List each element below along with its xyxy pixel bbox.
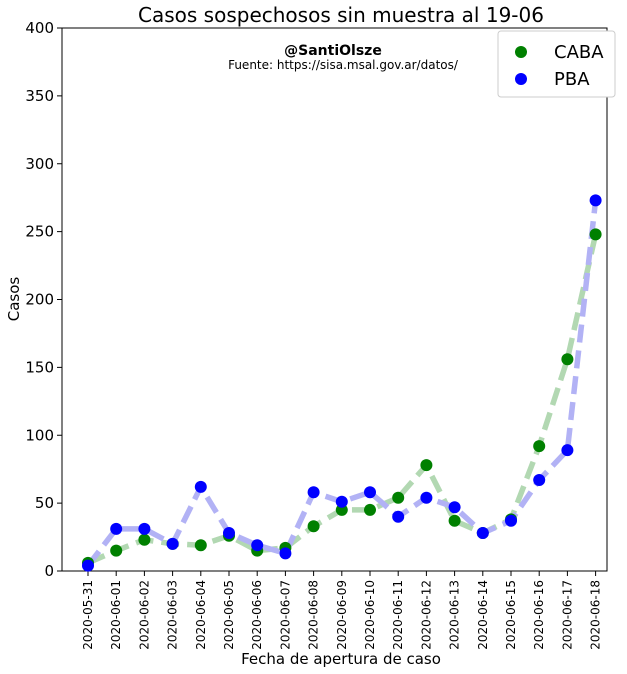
data-point-pba — [251, 539, 264, 552]
data-point-caba — [138, 533, 151, 546]
data-point-pba — [589, 194, 602, 207]
x-tick-label: 2020-06-18 — [589, 580, 603, 650]
legend-label-pba: PBA — [554, 69, 590, 90]
series-layer — [82, 194, 602, 572]
data-point-pba — [364, 486, 376, 499]
data-point-caba — [194, 539, 207, 552]
x-tick-label: 2020-06-16 — [532, 580, 546, 650]
data-point-caba — [307, 520, 320, 533]
x-tick-label: 2020-06-13 — [448, 580, 462, 650]
plot-area — [61, 27, 608, 572]
data-point-caba — [589, 228, 602, 241]
y-tick-label: 250 — [25, 223, 54, 241]
y-axis-label: Casos — [5, 277, 23, 322]
chart-title: Casos sospechosos sin muestra al 19-06 — [138, 3, 544, 27]
x-tick-label: 2020-06-11 — [391, 580, 405, 650]
legend-box — [497, 30, 616, 98]
x-tick-label: 2020-06-04 — [194, 580, 208, 650]
data-point-pba — [392, 510, 405, 523]
data-point-pba — [448, 501, 461, 514]
x-tick-label: 2020-06-14 — [476, 580, 490, 650]
data-point-pba — [166, 537, 179, 550]
data-point-caba — [364, 503, 376, 516]
x-tick-label: 2020-06-07 — [278, 580, 292, 650]
y-tick-label: 50 — [35, 494, 54, 512]
annotation-source: Fuente: https://sisa.msal.gov.ar/datos/ — [228, 58, 459, 72]
x-tick-label: 2020-06-02 — [137, 580, 151, 650]
y-tick-label: 400 — [25, 19, 54, 37]
data-point-caba — [561, 353, 574, 366]
y-tick-label: 0 — [44, 562, 54, 580]
data-point-pba — [279, 547, 292, 560]
data-point-pba — [194, 480, 207, 493]
x-tick-label: 2020-06-06 — [250, 580, 264, 650]
x-tick-label: 2020-06-10 — [363, 580, 377, 650]
data-point-caba — [448, 514, 461, 527]
legend-marker-pba — [515, 73, 527, 85]
plot-frame — [61, 27, 608, 572]
x-tick-label: 2020-06-15 — [504, 580, 518, 650]
y-tick-label: 350 — [25, 87, 54, 105]
data-point-pba — [82, 559, 94, 572]
data-point-pba — [223, 526, 235, 539]
x-tick-label: 2020-06-12 — [419, 580, 433, 650]
data-point-pba — [307, 486, 320, 499]
data-point-caba — [420, 459, 433, 472]
y-tick-label: 300 — [25, 155, 54, 173]
x-tick-label: 2020-05-31 — [81, 580, 95, 650]
y-axis: 0 50 100 150 200 250 300 350 400 — [25, 19, 62, 580]
data-point-caba — [392, 491, 405, 504]
x-axis-label: Fecha de apertura de caso — [241, 650, 441, 668]
x-tick-label: 2020-06-01 — [109, 580, 123, 650]
y-tick-label: 150 — [25, 358, 54, 376]
legend: CABA PBA — [497, 30, 616, 98]
x-tick-label: 2020-06-03 — [166, 580, 180, 650]
x-tick-label: 2020-06-09 — [335, 580, 349, 650]
legend-marker-caba — [515, 46, 527, 58]
data-point-pba — [561, 444, 574, 457]
data-point-pba — [505, 514, 517, 527]
data-point-pba — [138, 522, 151, 535]
y-tick-label: 200 — [25, 291, 54, 309]
x-tick-label: 2020-06-08 — [307, 580, 321, 650]
legend-label-caba: CABA — [554, 42, 604, 63]
data-point-pba — [420, 491, 433, 504]
y-tick-label: 100 — [25, 426, 54, 444]
data-point-pba — [476, 526, 489, 539]
x-tick-label: 2020-06-05 — [222, 580, 236, 650]
data-point-caba — [110, 544, 123, 557]
data-point-pba — [533, 474, 546, 487]
x-tick-label: 2020-06-17 — [560, 580, 574, 650]
annotation-handle: @SantiOlsze — [284, 43, 382, 59]
data-point-pba — [335, 495, 348, 508]
x-axis: 2020-05-31 2020-06-01 2020-06-02 2020-06-03… — [81, 571, 603, 650]
data-point-pba — [110, 522, 123, 535]
data-point-caba — [533, 440, 546, 453]
